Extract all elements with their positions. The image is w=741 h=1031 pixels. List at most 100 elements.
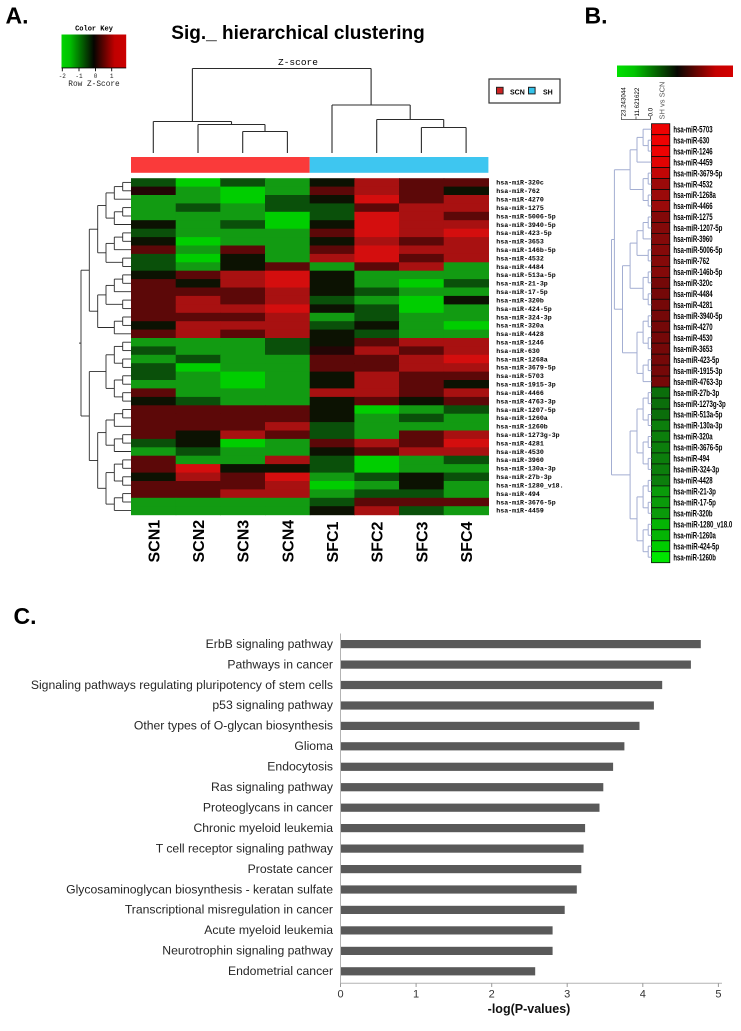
svg-text:0.0: 0.0 [648, 107, 655, 116]
svg-text:hsa-miR-146b-5p: hsa-miR-146b-5p [673, 267, 722, 277]
svg-text:hsa-miR-4530: hsa-miR-4530 [496, 449, 544, 456]
svg-text:hsa-miR-424-5p: hsa-miR-424-5p [496, 306, 551, 313]
svg-text:hsa-miR-513a-5p: hsa-miR-513a-5p [496, 272, 555, 279]
svg-text:hsa-miR-5006-5p: hsa-miR-5006-5p [673, 245, 722, 255]
svg-text:hsa-miR-424-5p: hsa-miR-424-5p [673, 541, 719, 551]
svg-text:hsa-miR-17-5p: hsa-miR-17-5p [496, 289, 547, 296]
svg-text:hsa-miR-1273g-3p: hsa-miR-1273g-3p [496, 432, 559, 439]
svg-text:SFC1: SFC1 [325, 522, 342, 563]
svg-text:hsa-miR-320b: hsa-miR-320b [496, 297, 544, 304]
svg-text:Row Z-Score: Row Z-Score [68, 81, 120, 89]
svg-text:Sig._ hierarchical clustering: Sig._ hierarchical clustering [171, 23, 424, 44]
svg-text:hsa-miR-320a: hsa-miR-320a [496, 323, 544, 330]
svg-text:hsa-miR-4428: hsa-miR-4428 [673, 476, 712, 486]
svg-text:-2: -2 [59, 73, 67, 80]
svg-text:hsa-miR-423-5p: hsa-miR-423-5p [496, 230, 551, 237]
svg-text:0: 0 [94, 73, 98, 80]
svg-text:5: 5 [715, 989, 721, 1001]
svg-text:Color Key: Color Key [75, 26, 114, 34]
svg-text:hsa-miR-4484: hsa-miR-4484 [673, 289, 712, 299]
svg-text:hsa-miR-4459: hsa-miR-4459 [673, 157, 712, 167]
svg-text:SCN: SCN [510, 89, 525, 96]
svg-text:hsa-miR-4530: hsa-miR-4530 [673, 333, 712, 343]
svg-text:hsa-miR-4281: hsa-miR-4281 [496, 440, 544, 447]
svg-text:SCN4: SCN4 [280, 520, 297, 563]
svg-text:Transcriptional misregulation: Transcriptional misregulation in cancer [125, 903, 333, 917]
svg-text:hsa-miR-494: hsa-miR-494 [496, 491, 540, 498]
svg-text:hsa-miR-4466: hsa-miR-4466 [496, 390, 544, 397]
svg-text:hsa-miR-4532: hsa-miR-4532 [496, 255, 544, 262]
svg-text:Endocytosis: Endocytosis [267, 760, 333, 774]
svg-text:Prostate cancer: Prostate cancer [248, 862, 333, 876]
svg-text:hsa-miR-130a-3p: hsa-miR-130a-3p [673, 421, 722, 431]
svg-text:hsa-miR-1246: hsa-miR-1246 [673, 146, 712, 156]
svg-text:hsa-miR-3960: hsa-miR-3960 [496, 457, 544, 464]
svg-text:SFC2: SFC2 [370, 522, 387, 563]
svg-text:hsa-miR-1280_v18.0: hsa-miR-1280_v18.0 [673, 520, 732, 530]
svg-text:hsa-miR-4270: hsa-miR-4270 [496, 197, 544, 204]
svg-text:hsa-miR-3679-5p: hsa-miR-3679-5p [496, 365, 555, 372]
svg-text:hsa-miR-3676-5p: hsa-miR-3676-5p [673, 443, 722, 453]
svg-text:Z-score: Z-score [278, 57, 318, 68]
svg-text:B.: B. [585, 3, 608, 29]
svg-text:hsa-miR-1273g-3p: hsa-miR-1273g-3p [673, 399, 726, 409]
svg-text:23.243044: 23.243044 [621, 87, 628, 117]
svg-text:hsa-miR-762: hsa-miR-762 [496, 188, 540, 195]
svg-text:hsa-miR-3940-5p: hsa-miR-3940-5p [673, 311, 722, 321]
svg-text:Neurotrophin signaling pathway: Neurotrophin signaling pathway [162, 944, 334, 958]
svg-text:SH: SH [543, 89, 553, 96]
svg-text:hsa-miR-4466: hsa-miR-4466 [673, 201, 712, 211]
svg-text:hsa-miR-320c: hsa-miR-320c [673, 278, 712, 288]
svg-text:hsa-miR-146b-5p: hsa-miR-146b-5p [496, 247, 555, 254]
svg-text:hsa-miR-1268a: hsa-miR-1268a [673, 190, 716, 200]
svg-text:hsa-miR-5006-5p: hsa-miR-5006-5p [496, 213, 555, 220]
svg-text:hsa-miR-3653: hsa-miR-3653 [496, 239, 544, 246]
svg-text:hsa-miR-3679-5p: hsa-miR-3679-5p [673, 168, 722, 178]
svg-text:hsa-miR-494: hsa-miR-494 [673, 454, 709, 464]
svg-text:SCN1: SCN1 [146, 520, 163, 563]
svg-text:hsa-miR-4428: hsa-miR-4428 [496, 331, 544, 338]
svg-text:hsa-miR-630: hsa-miR-630 [673, 135, 709, 145]
svg-text:hsa-miR-1260b: hsa-miR-1260b [496, 424, 547, 431]
svg-text:hsa-miR-27b-3p: hsa-miR-27b-3p [496, 474, 551, 481]
svg-text:hsa-miR-21-3p: hsa-miR-21-3p [673, 487, 716, 497]
svg-text:hsa-miR-320c: hsa-miR-320c [496, 180, 544, 187]
svg-text:hsa-miR-1207-5p: hsa-miR-1207-5p [496, 407, 555, 414]
svg-text:Ras signaling pathway: Ras signaling pathway [211, 780, 334, 794]
svg-text:hsa-miR-1260a: hsa-miR-1260a [496, 415, 547, 422]
svg-text:hsa-miR-1915-3p: hsa-miR-1915-3p [673, 366, 722, 376]
svg-text:-log(P-values): -log(P-values) [488, 1002, 571, 1016]
svg-text:Other types of O-glycan biosyn: Other types of O-glycan biosynthesis [134, 719, 333, 733]
svg-text:hsa-miR-320a: hsa-miR-320a [673, 432, 713, 442]
svg-text:SFC3: SFC3 [414, 522, 431, 563]
svg-text:T cell receptor signaling path: T cell receptor signaling pathway [156, 841, 334, 855]
svg-text:2: 2 [489, 989, 495, 1001]
svg-text:Chronic myeloid leukemia: Chronic myeloid leukemia [193, 821, 333, 835]
svg-text:SCN2: SCN2 [191, 520, 208, 563]
svg-text:Glycosaminoglycan biosynthesis: Glycosaminoglycan biosynthesis - keratan… [66, 882, 333, 896]
svg-text:1: 1 [110, 73, 114, 80]
svg-text:hsa-miR-1915-3p: hsa-miR-1915-3p [496, 382, 555, 389]
svg-text:Endometrial cancer: Endometrial cancer [228, 964, 333, 978]
svg-text:hsa-miR-4763-3p: hsa-miR-4763-3p [496, 398, 555, 405]
svg-text:hsa-miR-324-3p: hsa-miR-324-3p [496, 314, 551, 321]
svg-text:p53 signaling pathway: p53 signaling pathway [212, 698, 334, 712]
svg-text:hsa-miR-5703: hsa-miR-5703 [496, 373, 544, 380]
svg-text:Signaling pathways regulating: Signaling pathways regulating pluripoten… [31, 678, 333, 692]
svg-text:hsa-miR-4484: hsa-miR-4484 [496, 264, 544, 271]
svg-text:1: 1 [413, 989, 419, 1001]
svg-text:hsa-miR-130a-3p: hsa-miR-130a-3p [496, 466, 555, 473]
svg-text:hsa-miR-1260b: hsa-miR-1260b [673, 552, 716, 562]
svg-text:ErbB signaling pathway: ErbB signaling pathway [206, 637, 334, 651]
svg-text:hsa-miR-1280_v18.: hsa-miR-1280_v18. [496, 483, 563, 490]
svg-text:4: 4 [640, 989, 646, 1001]
svg-text:SH vs SCN: SH vs SCN [658, 82, 667, 120]
svg-text:hsa-miR-1207-5p: hsa-miR-1207-5p [673, 223, 722, 233]
svg-text:hsa-miR-324-3p: hsa-miR-324-3p [673, 465, 719, 475]
svg-text:hsa-miR-21-3p: hsa-miR-21-3p [496, 281, 547, 288]
svg-text:hsa-miR-1260a: hsa-miR-1260a [673, 531, 716, 541]
svg-text:hsa-miR-4763-3p: hsa-miR-4763-3p [673, 377, 722, 387]
svg-text:hsa-miR-1246: hsa-miR-1246 [496, 340, 544, 347]
svg-text:-1: -1 [75, 73, 83, 80]
svg-text:hsa-miR-1275: hsa-miR-1275 [496, 205, 544, 212]
